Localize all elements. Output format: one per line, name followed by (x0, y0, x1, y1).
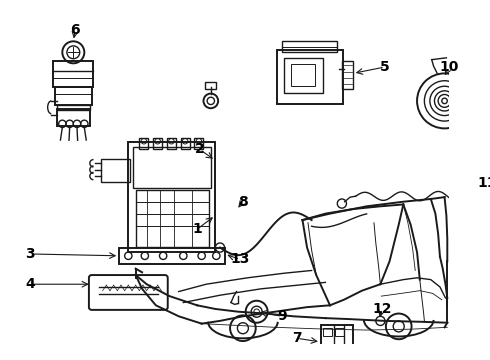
Text: 1: 1 (192, 222, 202, 236)
Text: 4: 4 (25, 277, 35, 291)
Bar (277, 50, 343, 104)
Bar (53, 62, 94, 87)
Text: 7: 7 (292, 331, 302, 345)
Bar (322, 328, 332, 336)
Text: 8: 8 (238, 195, 248, 209)
Bar (101, 159, 130, 181)
Bar (119, 248, 224, 264)
Text: 6: 6 (71, 23, 80, 37)
Bar (342, 62, 353, 89)
Bar (282, 41, 337, 52)
Bar (335, 328, 343, 336)
Text: 3: 3 (25, 247, 35, 261)
Bar (167, 138, 176, 149)
Text: 13: 13 (230, 252, 250, 266)
Circle shape (203, 94, 218, 108)
Bar (181, 138, 190, 149)
Bar (136, 190, 209, 247)
Text: 2: 2 (195, 143, 205, 157)
Text: 5: 5 (380, 60, 390, 74)
Bar (284, 58, 322, 93)
Text: 11: 11 (478, 176, 490, 190)
Text: 9: 9 (277, 309, 287, 323)
Bar (205, 82, 216, 89)
Circle shape (417, 73, 472, 129)
Bar (195, 138, 203, 149)
Bar (57, 104, 90, 110)
Bar (153, 138, 162, 149)
Text: 12: 12 (372, 302, 392, 316)
Text: 10: 10 (440, 60, 459, 74)
Bar (321, 325, 353, 346)
Bar (128, 142, 216, 252)
Bar (57, 109, 90, 126)
Bar (133, 147, 211, 188)
Bar (55, 87, 92, 105)
Circle shape (62, 41, 84, 63)
Bar (292, 64, 315, 86)
Bar (139, 138, 148, 149)
